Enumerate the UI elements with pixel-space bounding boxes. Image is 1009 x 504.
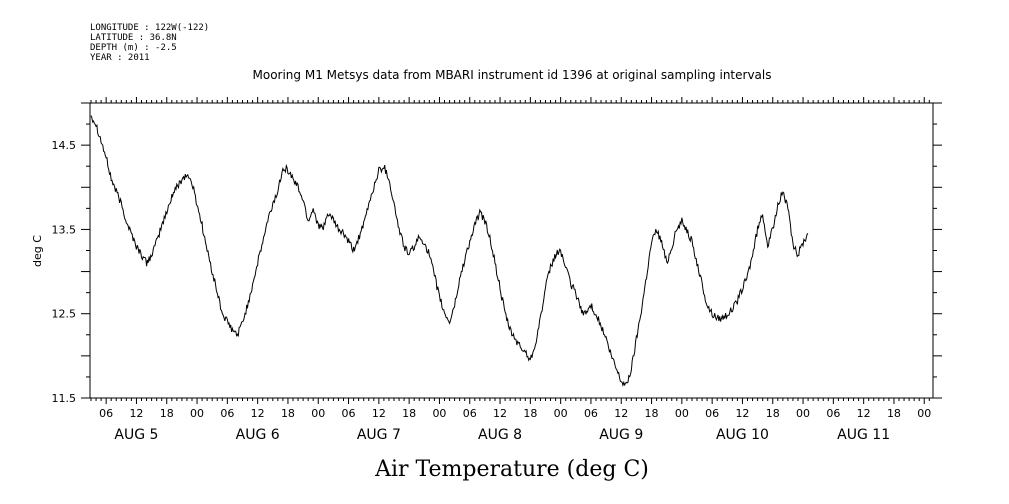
meta-latitude: LATITUDE : 36.8N	[90, 33, 177, 43]
x-tick-label: 00	[190, 407, 204, 420]
x-day-label: AUG 8	[478, 427, 522, 443]
x-tick-label: 06	[826, 407, 840, 420]
x-day-label: AUG 11	[837, 427, 890, 443]
x-tick-label: 06	[584, 407, 598, 420]
metadata-block: LONGITUDE : 122W(-122) LATITUDE : 36.8N …	[90, 23, 209, 63]
plot-frame	[89, 102, 934, 399]
x-tick-label: 18	[766, 407, 780, 420]
y-axis-label: deg C	[31, 235, 44, 267]
y-tick-label: 12.5	[52, 308, 77, 321]
x-tick-label: 12	[735, 407, 749, 420]
x-tick-label: 18	[645, 407, 659, 420]
x-tick-label: 12	[251, 407, 265, 420]
x-tick-label: 00	[432, 407, 446, 420]
chart-title: Mooring M1 Metsys data from MBARI instru…	[253, 68, 772, 82]
x-tick-label: 12	[372, 407, 386, 420]
meta-year: YEAR : 2011	[90, 53, 150, 63]
x-tick-label: 06	[705, 407, 719, 420]
x-tick-label: 18	[160, 407, 174, 420]
x-tick-label: 06	[463, 407, 477, 420]
x-tick-label: 12	[614, 407, 628, 420]
x-tick-label: 06	[342, 407, 356, 420]
y-tick-label: 13.5	[52, 223, 77, 236]
x-day-label: AUG 6	[236, 427, 280, 443]
x-tick-label: 00	[675, 407, 689, 420]
x-tick-label: 06	[99, 407, 113, 420]
series-layer	[90, 115, 809, 388]
x-tick-label: 18	[402, 407, 416, 420]
x-day-label: AUG 7	[357, 427, 401, 443]
x-tick-label: 12	[129, 407, 143, 420]
x-tick-label: 18	[281, 407, 295, 420]
x-tick-label: 00	[917, 407, 931, 420]
x-day-label: AUG 9	[599, 427, 643, 443]
x-tick-label: 06	[220, 407, 234, 420]
meta-longitude: LONGITUDE : 122W(-122)	[90, 23, 209, 33]
x-tick-label: 12	[493, 407, 507, 420]
x-tick-label: 00	[796, 407, 810, 420]
x-tick-label: 12	[857, 407, 871, 420]
x-tick-label: 00	[554, 407, 568, 420]
axis-tick-labels: 06 12 18 00 06 12 18 00 06 12 18 00 06 12 18 00 06 12 18 00…	[52, 139, 932, 443]
x-tick-label: 18	[523, 407, 537, 420]
y-tick-label: 14.5	[52, 139, 77, 152]
x-axis-title: Air Temperature (deg C)	[374, 457, 649, 482]
meta-depth: DEPTH (m) : -2.5	[90, 43, 177, 53]
air-temperature-series-line	[90, 115, 809, 388]
x-tick-label: 18	[887, 407, 901, 420]
x-tick-label: 00	[311, 407, 325, 420]
x-day-label: AUG 10	[716, 427, 769, 443]
axis-ticks	[81, 97, 942, 404]
x-day-label: AUG 5	[114, 427, 158, 443]
y-tick-label: 11.5	[52, 392, 77, 405]
